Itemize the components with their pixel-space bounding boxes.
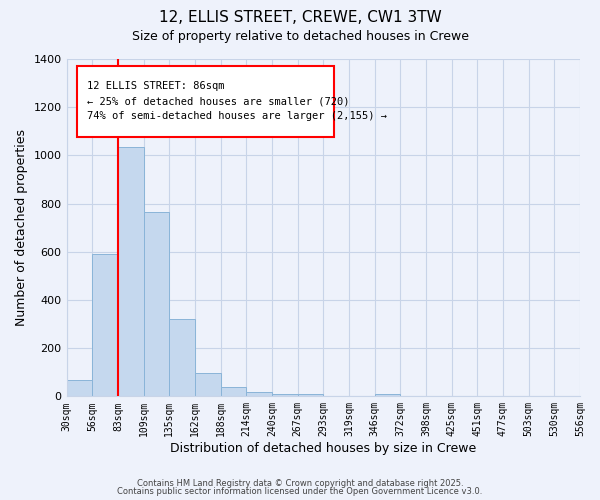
Bar xyxy=(143,212,169,396)
Bar xyxy=(246,392,272,396)
Bar xyxy=(67,380,92,396)
Bar xyxy=(221,386,246,396)
Text: 12, ELLIS STREET, CREWE, CW1 3TW: 12, ELLIS STREET, CREWE, CW1 3TW xyxy=(158,10,442,25)
X-axis label: Distribution of detached houses by size in Crewe: Distribution of detached houses by size … xyxy=(170,442,476,455)
Bar xyxy=(118,147,143,396)
Text: Size of property relative to detached houses in Crewe: Size of property relative to detached ho… xyxy=(131,30,469,43)
Bar xyxy=(195,374,221,396)
Bar xyxy=(374,394,400,396)
Bar xyxy=(272,394,298,396)
Text: Contains HM Land Registry data © Crown copyright and database right 2025.: Contains HM Land Registry data © Crown c… xyxy=(137,478,463,488)
Text: 12 ELLIS STREET: 86sqm
← 25% of detached houses are smaller (720)
74% of semi-de: 12 ELLIS STREET: 86sqm ← 25% of detached… xyxy=(87,82,387,121)
Bar xyxy=(169,319,195,396)
FancyBboxPatch shape xyxy=(77,66,334,136)
Bar xyxy=(298,394,323,396)
Bar xyxy=(92,254,118,396)
Text: Contains public sector information licensed under the Open Government Licence v3: Contains public sector information licen… xyxy=(118,487,482,496)
Y-axis label: Number of detached properties: Number of detached properties xyxy=(15,129,28,326)
